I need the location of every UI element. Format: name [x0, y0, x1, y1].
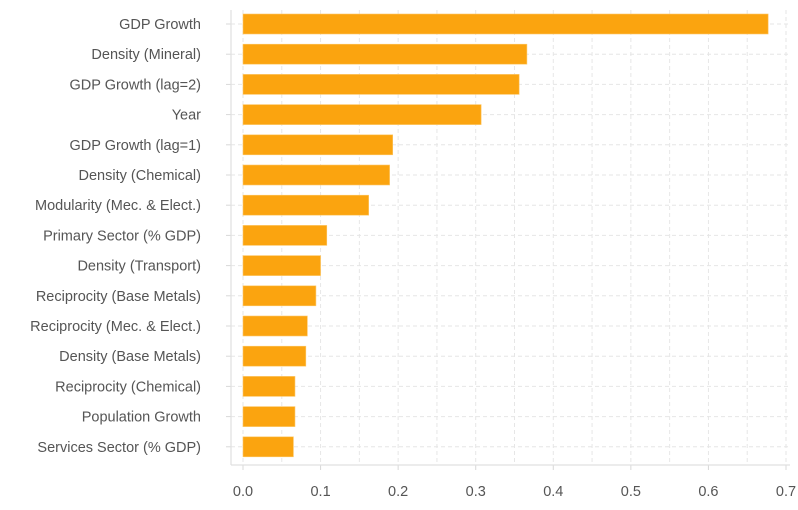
x-tick-label: 0.6	[698, 484, 718, 500]
y-tick-label: GDP Growth (lag=2)	[70, 77, 202, 93]
y-tick-labels: GDP Growth Density (Mineral) GDP Growth (l…	[30, 17, 201, 456]
bar-density-transport	[242, 255, 321, 276]
y-tick-label: Population Growth	[82, 410, 201, 426]
y-tick-label: Density (Chemical)	[79, 168, 201, 184]
x-tick-label: 0.2	[388, 484, 408, 500]
bar-primary-sector-gdp	[242, 225, 328, 246]
y-tick-label: Reciprocity (Base Metals)	[36, 289, 201, 305]
bar-gdp-growth-lag-2	[242, 74, 520, 95]
x-tick-label: 0.4	[543, 484, 563, 500]
x-tick-label: 0.7	[776, 484, 796, 500]
bar-gdp-growth	[242, 13, 769, 35]
bar-population-growth	[242, 406, 296, 427]
y-tick-label: Primary Sector (% GDP)	[43, 228, 201, 244]
x-tick-label: 0.3	[466, 484, 486, 500]
bar-year	[242, 104, 482, 125]
bar-reciprocity-base-metals	[242, 285, 317, 307]
bar-services-sector-gdp	[242, 436, 294, 458]
x-tick-label: 0.1	[310, 484, 330, 500]
bar-modularity-mec-elect	[242, 194, 369, 216]
x-tick-label: 0.0	[233, 484, 253, 500]
bar-density-chemical	[242, 164, 390, 186]
bars-layer	[242, 13, 769, 458]
bar-gdp-growth-lag-1	[242, 134, 394, 156]
y-tick-label: GDP Growth	[119, 17, 201, 33]
y-tick-label: Reciprocity (Chemical)	[55, 379, 201, 395]
y-tick-label: Density (Base Metals)	[59, 349, 201, 365]
bar-density-base-metals	[242, 345, 307, 367]
y-tick-label: Reciprocity (Mec. & Elect.)	[30, 319, 201, 335]
x-tick-labels: 0.0 0.1 0.2 0.3 0.4 0.5 0.6 0.7	[233, 484, 796, 500]
y-tick-label: Density (Transport)	[77, 259, 201, 275]
y-tick-label: Density (Mineral)	[91, 47, 201, 63]
bar-reciprocity-mec-elect	[242, 315, 308, 337]
y-tick-label: Services Sector (% GDP)	[37, 440, 201, 456]
x-tick-label: 0.5	[621, 484, 641, 500]
y-tick-label: Year	[172, 108, 201, 124]
bar-density-mineral	[242, 43, 528, 65]
y-tick-label: GDP Growth (lag=1)	[70, 138, 202, 154]
y-tick-label: Modularity (Mec. & Elect.)	[35, 198, 201, 214]
bar-reciprocity-chemical	[242, 376, 296, 397]
